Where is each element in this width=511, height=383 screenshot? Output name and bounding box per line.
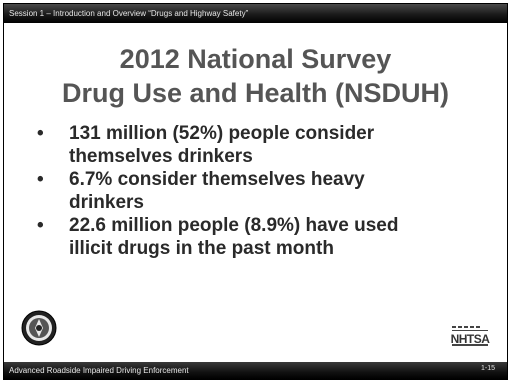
bullet-line: themselves drinkers <box>69 146 253 167</box>
bullet-item: • 131 million (52%) people consider them… <box>37 122 487 168</box>
bullet-dot-icon: • <box>37 123 44 144</box>
bullet-line: 6.7% consider themselves heavy <box>69 169 365 190</box>
slide-title-line1: 2012 National Survey <box>119 44 392 74</box>
bullet-line: illicit drugs in the past month <box>69 238 334 259</box>
footer-bar: Advanced Roadside Impaired Driving Enfor… <box>4 362 507 379</box>
slide-title-line2: Drug Use and Health (NSDUH) <box>61 78 450 108</box>
page-number: 1-15 <box>480 365 495 372</box>
bullet-dot-icon: • <box>37 169 44 190</box>
bullet-line: 131 million (52%) people consider <box>69 123 375 144</box>
session-header-text: Session 1 – Introduction and Overview “D… <box>9 9 249 18</box>
bullet-dot-icon: • <box>37 215 44 236</box>
bullet-item: • 6.7% consider themselves heavy drinker… <box>37 168 487 214</box>
dot-seal-icon <box>21 310 57 346</box>
footer-program-text: Advanced Roadside Impaired Driving Enfor… <box>9 366 189 375</box>
bullet-line: 22.6 million people (8.9%) have used <box>69 215 399 236</box>
session-header-bar: Session 1 – Introduction and Overview “D… <box>4 4 507 23</box>
slide-frame: Session 1 – Introduction and Overview “D… <box>3 3 508 380</box>
nhtsa-logo: NHTSA <box>451 326 490 346</box>
slide-title: 2012 National Survey Drug Use and Health… <box>4 42 507 110</box>
nhtsa-logo-text: NHTSA <box>451 332 490 346</box>
bullet-item: • 22.6 million people (8.9%) have used i… <box>37 214 487 260</box>
bullet-list: • 131 million (52%) people consider them… <box>37 122 487 260</box>
bullet-line: drinkers <box>69 192 144 213</box>
